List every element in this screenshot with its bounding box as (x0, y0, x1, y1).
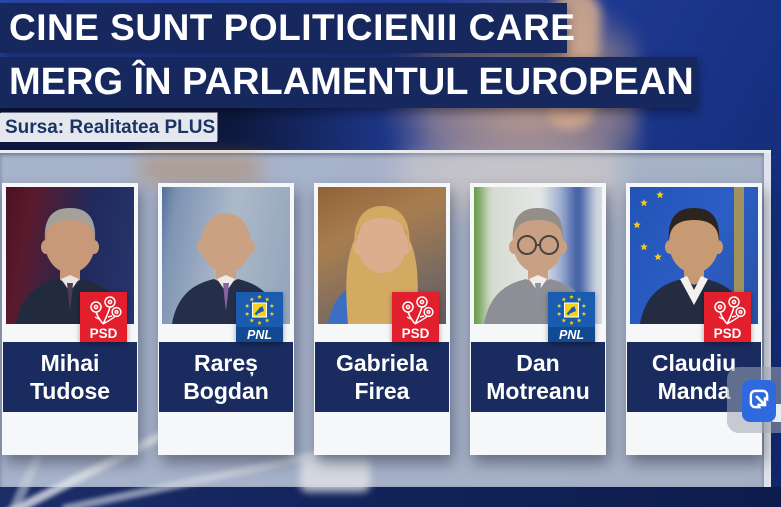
first-name: Rareș (194, 349, 258, 376)
svg-text:PSD: PSD (402, 326, 430, 341)
headline-line-1: CINE SUNT POLITICIENII CARE (0, 3, 575, 53)
first-name: Mihai (40, 349, 100, 376)
party-logo-psd: PSD (392, 292, 439, 342)
panel-top-frame (0, 150, 771, 153)
politician-card: PNL Rareș Bogdan (158, 183, 294, 455)
name-plate: Gabriela Firea (315, 342, 449, 412)
first-name: Gabriela (335, 349, 429, 376)
party-logo-pnl: PNL (548, 292, 595, 342)
politician-card: PSD Claudiu Manda (626, 183, 762, 455)
svg-text:PNL: PNL (559, 328, 584, 342)
party-logo-pnl: PNL (236, 292, 283, 342)
svg-text:PSD: PSD (714, 326, 742, 341)
first-name: Claudiu (651, 349, 737, 376)
politician-photo (162, 187, 290, 324)
last-name: Manda (657, 378, 731, 404)
name-plate: Mihai Tudose (3, 342, 137, 412)
politician-card: PNL Dan Motreanu (470, 183, 606, 455)
name-plate: Dan Motreanu (471, 342, 605, 412)
first-name: Dan (516, 349, 560, 376)
party-logo-psd: PSD (80, 292, 127, 342)
name-plate: Rareș Bogdan (159, 342, 293, 412)
background-glow (140, 156, 260, 182)
svg-text:PNL: PNL (247, 328, 272, 342)
headline-line-2: MERG ÎN PARLAMENTUL EUROPEAN (0, 57, 697, 108)
expand-arrow-icon (746, 386, 772, 417)
last-name: Tudose (29, 378, 111, 404)
last-name: Motreanu (486, 378, 590, 404)
svg-text:PSD: PSD (90, 326, 118, 341)
person-portrait (630, 187, 758, 324)
politician-card: PSD Gabriela Firea (314, 183, 450, 455)
source-label: Sursa: Realitatea PLUS (0, 113, 217, 142)
last-name: Firea (354, 378, 410, 404)
bottom-strip (0, 487, 781, 507)
light-blob (300, 458, 370, 492)
last-name: Bogdan (183, 378, 269, 404)
party-logo-psd: PSD (704, 292, 751, 342)
politician-card: PSD Mihai Tudose (2, 183, 138, 455)
expand-button[interactable] (742, 380, 776, 422)
